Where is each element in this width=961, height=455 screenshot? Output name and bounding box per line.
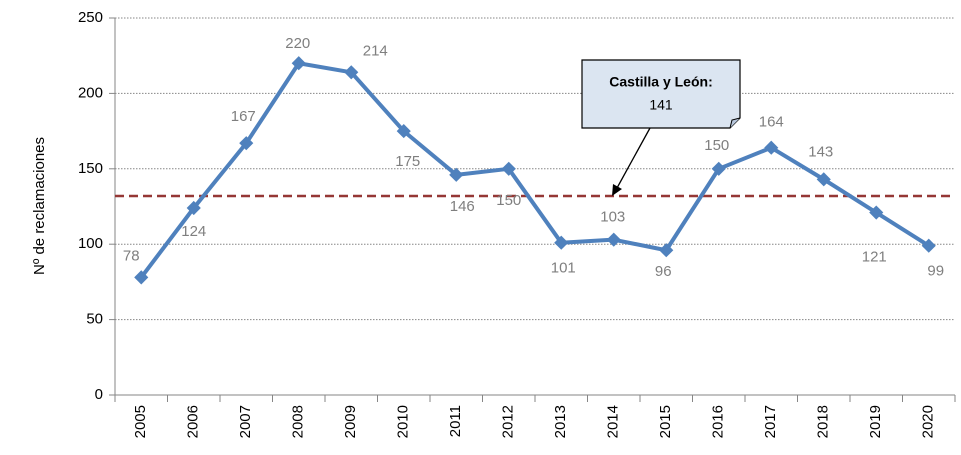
- data-label: 121: [862, 249, 887, 266]
- y-tick-label: 150: [78, 160, 103, 177]
- x-tick-label: 2006: [185, 405, 202, 438]
- data-point: [921, 238, 936, 253]
- data-point: [606, 232, 621, 247]
- data-label: 99: [927, 263, 944, 280]
- data-label: 167: [231, 108, 256, 125]
- x-tick-label: 2008: [290, 405, 307, 438]
- data-point: [659, 243, 674, 258]
- x-tick-label: 2020: [920, 405, 937, 438]
- data-point: [554, 235, 569, 250]
- data-label: 220: [285, 35, 310, 52]
- data-point: [239, 136, 254, 151]
- x-tick-label: 2012: [500, 405, 517, 438]
- x-tick-label: 2014: [605, 405, 622, 438]
- y-tick-label: 50: [86, 311, 103, 328]
- data-label: 175: [395, 153, 420, 170]
- callout-text: 141: [649, 97, 673, 113]
- data-label: 164: [759, 114, 784, 131]
- x-tick-label: 2007: [237, 405, 254, 438]
- x-tick-label: 2011: [447, 405, 464, 437]
- x-tick-label: 2017: [762, 405, 779, 438]
- callout-arrowhead: [612, 184, 622, 196]
- x-tick-label: 2005: [132, 405, 149, 438]
- data-label: 124: [181, 223, 206, 240]
- x-tick-label: 2015: [657, 405, 674, 438]
- data-point: [134, 270, 149, 285]
- data-label: 146: [450, 198, 475, 215]
- data-point: [764, 140, 779, 155]
- data-point: [816, 172, 831, 187]
- callout-title: Castilla y León:: [609, 74, 712, 90]
- data-label: 214: [363, 42, 388, 59]
- x-tick-label: 2019: [867, 405, 884, 438]
- data-label: 96: [655, 263, 672, 280]
- x-tick-label: 2013: [552, 405, 569, 438]
- x-tick-label: 2009: [342, 405, 359, 438]
- data-label: 103: [600, 209, 625, 226]
- callout-fold: [729, 117, 741, 129]
- data-point: [449, 167, 464, 182]
- y-axis-label: Nº de reclamaciones: [31, 137, 48, 275]
- data-label: 143: [808, 143, 833, 160]
- y-tick-label: 100: [78, 235, 103, 252]
- callout-arrow: [616, 127, 651, 189]
- data-label: 78: [123, 247, 140, 264]
- data-point: [344, 65, 359, 80]
- callout-box: [581, 59, 741, 129]
- data-point: [869, 205, 884, 220]
- y-tick-label: 250: [78, 9, 103, 26]
- data-point: [501, 161, 516, 176]
- x-tick-label: 2016: [710, 405, 727, 438]
- data-point: [711, 161, 726, 176]
- y-tick-label: 0: [95, 386, 103, 403]
- data-point: [291, 56, 306, 71]
- data-line: [139, 61, 930, 279]
- data-point: [186, 200, 201, 216]
- x-tick-label: 2010: [395, 405, 412, 438]
- y-tick-label: 200: [78, 84, 103, 101]
- data-label: 101: [551, 260, 576, 277]
- data-label: 150: [704, 137, 729, 154]
- x-tick-label: 2018: [815, 405, 832, 438]
- data-label: 150: [496, 192, 521, 209]
